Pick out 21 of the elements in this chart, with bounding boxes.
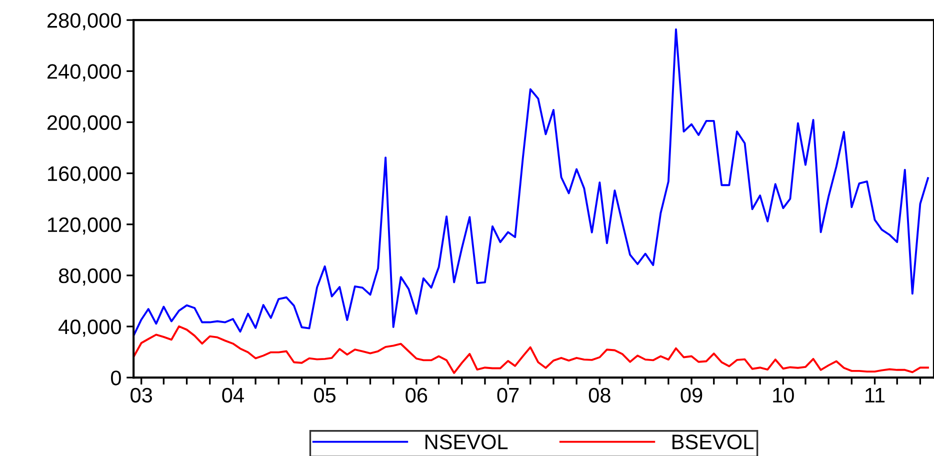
y-tick-label: 40,000 bbox=[58, 319, 121, 337]
x-tick-label: 04 bbox=[222, 388, 244, 403]
x-tick-label: 03 bbox=[130, 388, 152, 403]
y-tick-label: 200,000 bbox=[48, 115, 121, 132]
x-tick-label: 07 bbox=[497, 388, 519, 403]
x-tick-label: 09 bbox=[680, 388, 702, 403]
y-tick-label: 240,000 bbox=[48, 64, 121, 82]
legend-label: NSEVOL bbox=[426, 434, 508, 450]
legend-label: BSEVOL bbox=[672, 434, 754, 450]
y-tick-label: 80,000 bbox=[58, 268, 121, 286]
x-tick-label: 11 bbox=[866, 388, 885, 402]
line-series bbox=[134, 28, 929, 337]
y-tick-label: 120,000 bbox=[48, 217, 121, 235]
x-tick-label: 06 bbox=[406, 388, 428, 403]
line-series bbox=[134, 325, 929, 374]
x-tick-label: 08 bbox=[588, 388, 610, 403]
y-tick-label: 0 bbox=[110, 370, 121, 386]
y-tick-label: 280,000 bbox=[48, 13, 121, 30]
y-tick-label: 160,000 bbox=[48, 166, 121, 184]
x-tick-label: 10 bbox=[773, 388, 794, 403]
x-tick-label: 05 bbox=[314, 388, 336, 403]
